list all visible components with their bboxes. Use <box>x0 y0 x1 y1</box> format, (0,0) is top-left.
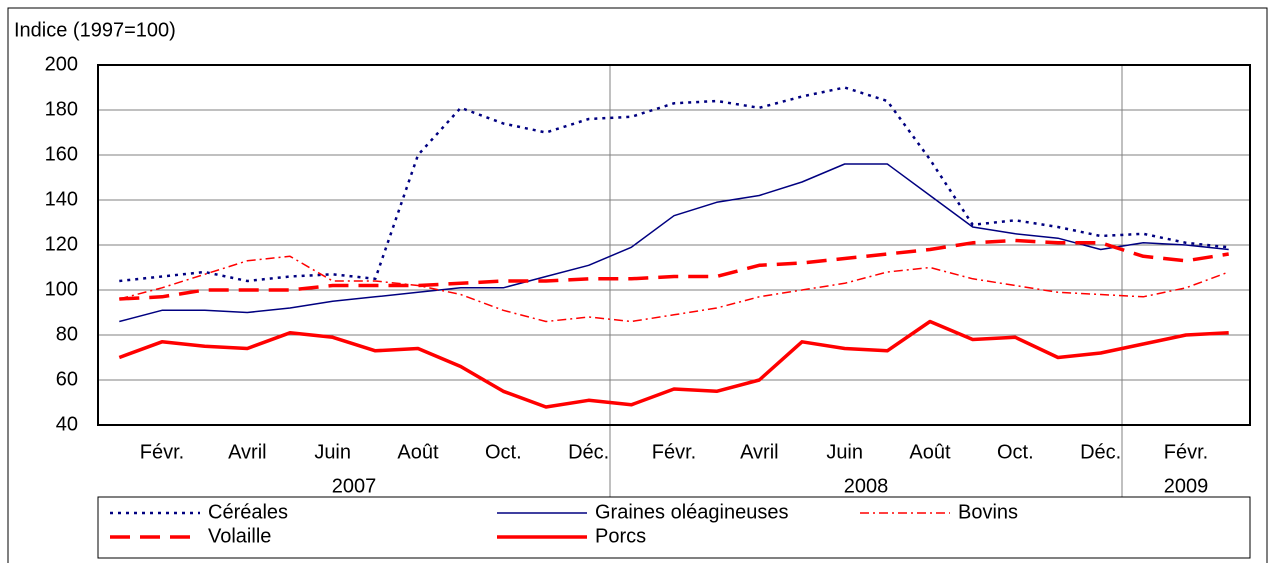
x-tick-label: Juin <box>314 441 351 463</box>
series-line <box>119 86 1229 283</box>
x-tick-label: Oct. <box>997 441 1034 463</box>
x-tick-label: Août <box>397 441 439 463</box>
x-tick-label: Avril <box>740 441 779 463</box>
x-tick-label: Déc. <box>568 441 609 463</box>
series-line <box>119 238 1229 301</box>
y-tick-label: 180 <box>45 98 78 120</box>
y-tick-label: 200 <box>45 53 78 75</box>
legend-label: Porcs <box>595 525 646 547</box>
legend-label: Volaille <box>208 525 271 547</box>
x-tick-label: Avril <box>228 441 267 463</box>
x-tick-label: Août <box>909 441 951 463</box>
y-tick-label: 80 <box>56 323 78 345</box>
series-line <box>118 319 1229 409</box>
year-label: 2009 <box>1164 475 1209 497</box>
year-label: 2007 <box>332 475 377 497</box>
y-tick-label: 40 <box>56 413 78 435</box>
x-tick-label: Juin <box>826 441 863 463</box>
x-tick-label: Déc. <box>1080 441 1121 463</box>
legend-label: Céréales <box>208 501 288 523</box>
x-tick-label: Févr. <box>1164 441 1208 463</box>
y-tick-label: 60 <box>56 368 78 390</box>
y-tick-label: 140 <box>45 188 78 210</box>
y-tick-label: 100 <box>45 278 78 300</box>
chart-frame <box>7 7 1268 568</box>
x-tick-label: Oct. <box>485 441 522 463</box>
y-tick-label: 120 <box>45 233 78 255</box>
legend-label: Bovins <box>958 501 1018 523</box>
x-tick-label: Févr. <box>140 441 184 463</box>
year-label: 2008 <box>844 475 889 497</box>
y-tick-label: 160 <box>45 143 78 165</box>
plot-area <box>97 64 1251 426</box>
x-tick-label: Févr. <box>652 441 696 463</box>
legend-label: Graines oléagineuses <box>595 501 788 523</box>
series-line <box>119 255 1229 323</box>
series-line <box>119 163 1229 323</box>
y-axis-title: Indice (1997=100) <box>14 19 176 41</box>
legend-box <box>97 496 1251 559</box>
